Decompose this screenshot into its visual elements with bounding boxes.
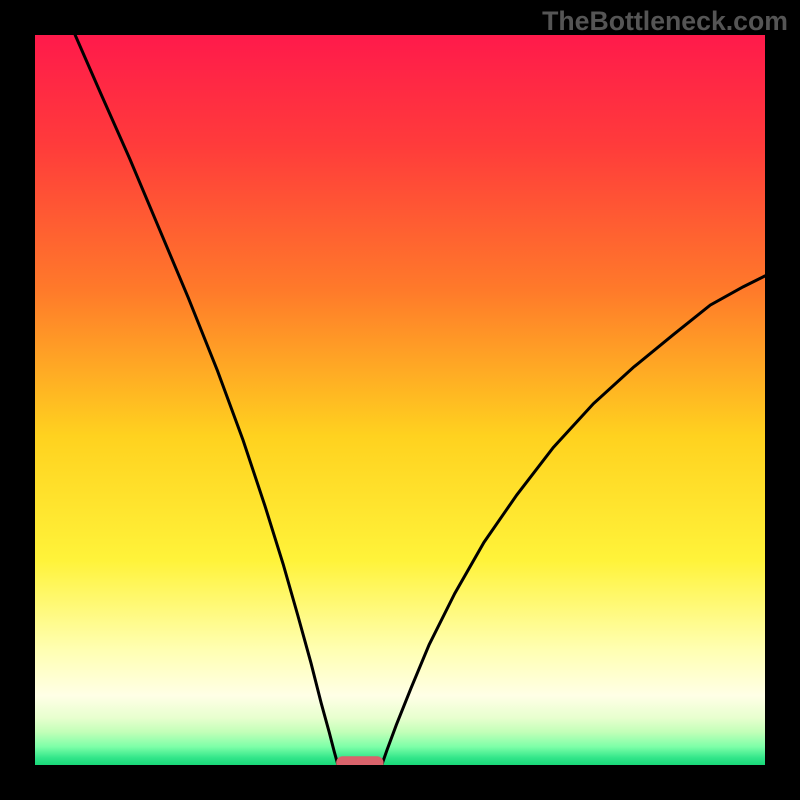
watermark-label: TheBottleneck.com (542, 6, 788, 37)
optimum-marker (336, 756, 383, 765)
gradient-background (35, 35, 765, 765)
chart-frame: TheBottleneck.com (0, 0, 800, 800)
bottleneck-curve-chart (35, 35, 765, 765)
plot-area (35, 35, 765, 765)
